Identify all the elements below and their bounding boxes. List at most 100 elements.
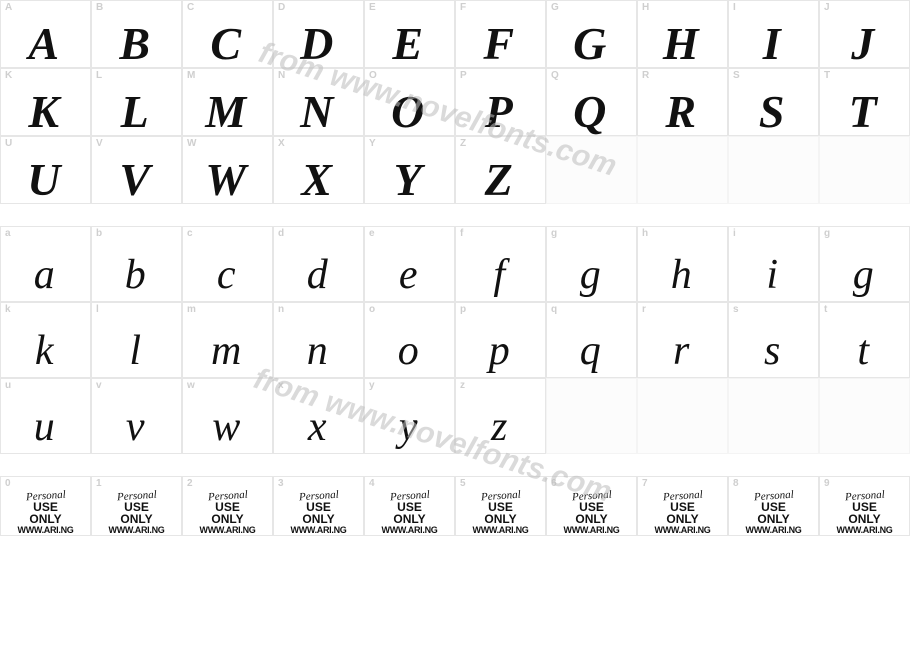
- charmap-cell[interactable]: VV: [91, 136, 182, 204]
- cell-label: I: [733, 2, 736, 13]
- charmap-cell[interactable]: XX: [273, 136, 364, 204]
- digit-glyph-line2: ONLY: [120, 513, 152, 525]
- charmap-cell[interactable]: LL: [91, 68, 182, 136]
- charmap-cell[interactable]: 1PersonalUSEONLYWWW.ARI.NG: [91, 476, 182, 536]
- cell-label: D: [278, 2, 286, 13]
- charmap-cell[interactable]: ss: [728, 302, 819, 378]
- charmap-cell[interactable]: mm: [182, 302, 273, 378]
- charmap-cell[interactable]: 3PersonalUSEONLYWWW.ARI.NG: [273, 476, 364, 536]
- cell-glyph: l: [129, 330, 140, 372]
- charmap-cell[interactable]: cc: [182, 226, 273, 302]
- charmap-cell[interactable]: NN: [273, 68, 364, 136]
- cell-label: G: [551, 2, 559, 13]
- charmap-cell[interactable]: 6PersonalUSEONLYWWW.ARI.NG: [546, 476, 637, 536]
- charmap-cell[interactable]: pp: [455, 302, 546, 378]
- digit-glyph-line2: ONLY: [211, 513, 243, 525]
- charmap-cell[interactable]: 2PersonalUSEONLYWWW.ARI.NG: [182, 476, 273, 536]
- charmap-cell[interactable]: ll: [91, 302, 182, 378]
- charmap-cell[interactable]: HH: [637, 0, 728, 68]
- cell-glyph: F: [483, 21, 514, 67]
- charmap-cell[interactable]: dd: [273, 226, 364, 302]
- charmap-cell[interactable]: aa: [0, 226, 91, 302]
- charmap-cell[interactable]: 9PersonalUSEONLYWWW.ARI.NG: [819, 476, 910, 536]
- charmap-cell[interactable]: tt: [819, 302, 910, 378]
- cell-label: E: [369, 2, 376, 13]
- charmap-cell[interactable]: FF: [455, 0, 546, 68]
- cell-label: q: [551, 304, 558, 315]
- digit-glyph: PersonalUSEONLYWWW.ARI.NG: [456, 477, 545, 535]
- charmap-cell[interactable]: PP: [455, 68, 546, 136]
- charmap-cell[interactable]: MM: [182, 68, 273, 136]
- digit-glyph-url: WWW.ARI.NG: [564, 525, 620, 535]
- cell-label: H: [642, 2, 650, 13]
- cell-glyph: T: [849, 89, 877, 135]
- cell-glyph: W: [205, 157, 246, 203]
- digit-glyph-url: WWW.ARI.NG: [655, 525, 711, 535]
- cell-glyph: G: [573, 21, 606, 67]
- charmap-cell[interactable]: ff: [455, 226, 546, 302]
- digit-glyph-banner: Personal: [844, 489, 884, 504]
- charmap-cell[interactable]: xx: [273, 378, 364, 454]
- digit-glyph: PersonalUSEONLYWWW.ARI.NG: [92, 477, 181, 535]
- charmap-cell[interactable]: yy: [364, 378, 455, 454]
- charmap-cell[interactable]: BB: [91, 0, 182, 68]
- charmap-cell[interactable]: 4PersonalUSEONLYWWW.ARI.NG: [364, 476, 455, 536]
- charmap-cell[interactable]: DD: [273, 0, 364, 68]
- charmap-cell[interactable]: AA: [0, 0, 91, 68]
- digit-glyph-url: WWW.ARI.NG: [837, 525, 893, 535]
- charmap-cell-empty: [819, 136, 910, 204]
- charmap-cell[interactable]: QQ: [546, 68, 637, 136]
- cell-glyph: O: [391, 89, 424, 135]
- cell-label: e: [369, 228, 375, 239]
- charmap-cell[interactable]: ii: [728, 226, 819, 302]
- cell-label: d: [278, 228, 285, 239]
- charmap-cell[interactable]: zz: [455, 378, 546, 454]
- charmap-cell[interactable]: ZZ: [455, 136, 546, 204]
- charmap-cell[interactable]: WW: [182, 136, 273, 204]
- digit-glyph-url: WWW.ARI.NG: [746, 525, 802, 535]
- charmap-cell[interactable]: KK: [0, 68, 91, 136]
- digit-glyph-line2: ONLY: [848, 513, 880, 525]
- charmap-cell[interactable]: vv: [91, 378, 182, 454]
- cell-label: W: [187, 138, 197, 149]
- charmap-cell[interactable]: hh: [637, 226, 728, 302]
- cell-glyph: e: [399, 254, 417, 296]
- charmap-cell[interactable]: UU: [0, 136, 91, 204]
- charmap-cell[interactable]: CC: [182, 0, 273, 68]
- charmap-cell[interactable]: nn: [273, 302, 364, 378]
- charmap-cell[interactable]: JJ: [819, 0, 910, 68]
- cell-label: S: [733, 70, 740, 81]
- charmap-cell[interactable]: 5PersonalUSEONLYWWW.ARI.NG: [455, 476, 546, 536]
- charmap-cell[interactable]: YY: [364, 136, 455, 204]
- cell-label: w: [187, 380, 195, 391]
- cell-label: g: [551, 228, 558, 239]
- charmap-cell[interactable]: ee: [364, 226, 455, 302]
- charmap-cell[interactable]: rr: [637, 302, 728, 378]
- cell-glyph: m: [211, 330, 240, 372]
- charmap-cell[interactable]: uu: [0, 378, 91, 454]
- charmap-cell[interactable]: 7PersonalUSEONLYWWW.ARI.NG: [637, 476, 728, 536]
- charmap-cell-empty: [728, 136, 819, 204]
- charmap-cell[interactable]: EE: [364, 0, 455, 68]
- charmap-cell[interactable]: qq: [546, 302, 637, 378]
- cell-label: p: [460, 304, 467, 315]
- charmap-cell[interactable]: gg: [546, 226, 637, 302]
- charmap-cell[interactable]: TT: [819, 68, 910, 136]
- charmap-cell[interactable]: oo: [364, 302, 455, 378]
- charmap-cell[interactable]: RR: [637, 68, 728, 136]
- charmap-cell[interactable]: ww: [182, 378, 273, 454]
- cell-label: t: [824, 304, 828, 315]
- charmap-cell[interactable]: gg: [819, 226, 910, 302]
- charmap-cell[interactable]: bb: [91, 226, 182, 302]
- font-charmap: AABBCCDDEEFFGGHHIIJJKKLLMMNNOOPPQQRRSSTT…: [0, 0, 911, 536]
- cell-glyph: U: [27, 157, 60, 203]
- charmap-cell[interactable]: GG: [546, 0, 637, 68]
- digit-glyph-line2: ONLY: [29, 513, 61, 525]
- charmap-cell[interactable]: SS: [728, 68, 819, 136]
- charmap-cell[interactable]: OO: [364, 68, 455, 136]
- cell-glyph: q: [580, 330, 600, 372]
- charmap-cell[interactable]: II: [728, 0, 819, 68]
- charmap-cell[interactable]: 8PersonalUSEONLYWWW.ARI.NG: [728, 476, 819, 536]
- charmap-cell[interactable]: kk: [0, 302, 91, 378]
- charmap-cell[interactable]: 0PersonalUSEONLYWWW.ARI.NG: [0, 476, 91, 536]
